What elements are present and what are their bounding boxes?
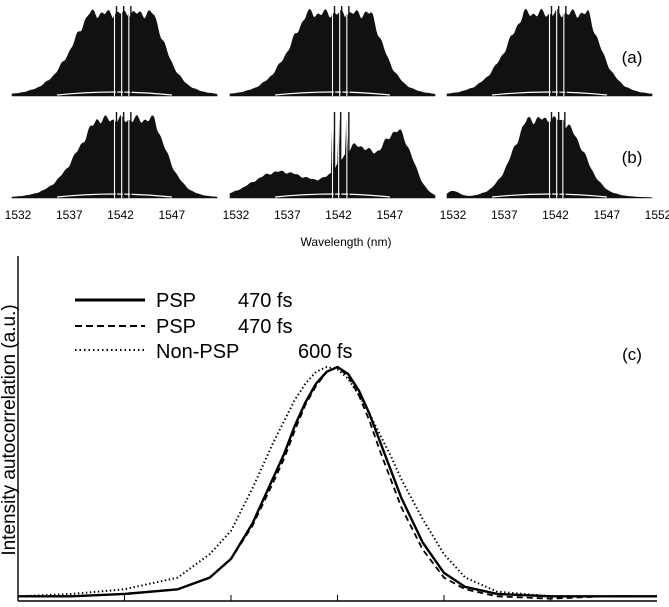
wavelength-tick-labels: 1532 1537 1542 1547 1532 1537 1542 1547 1532 1537…	[5, 208, 669, 222]
spectra-row-a	[11, 6, 653, 97]
c-axis-ticks	[124, 595, 551, 601]
wavelength-tick-label: 1532	[5, 208, 32, 222]
autocorrelation-plot	[17, 256, 657, 602]
legend-name-1: PSP	[156, 290, 196, 312]
series-line-solid	[18, 365, 657, 598]
c-series-lines	[17, 365, 657, 600]
panel-label-a: (a)	[622, 48, 643, 67]
wavelength-tick-label: 1542	[542, 208, 569, 222]
wavelength-tick-label: 1537	[274, 208, 301, 222]
series-line-dotted	[17, 366, 657, 598]
wavelength-tick-label: 1537	[491, 208, 518, 222]
wavelength-tick-label: 1542	[107, 208, 134, 222]
y-axis-label: Intensity autocorrelation (a.u.)	[0, 304, 20, 555]
wavelength-tick-label: 1537	[56, 208, 83, 222]
wavelength-tick-label: 1542	[325, 208, 352, 222]
wavelength-tick-label: 1547	[158, 208, 185, 222]
wavelength-tick-label: 1532	[440, 208, 467, 222]
wavelength-tick-label: 1547	[593, 208, 620, 222]
panel-label-b: (b)	[622, 148, 643, 167]
legend-value-1: 470 fs	[238, 290, 292, 312]
wavelength-tick-label: 1547	[376, 208, 403, 222]
spectra-row-b	[11, 112, 653, 199]
legend-value-2: 470 fs	[238, 316, 292, 338]
legend-name-3: Non-PSP	[156, 341, 239, 363]
wavelength-tick-label: 1532	[223, 208, 250, 222]
legend: PSP 470 fs PSP 470 fs Non-PSP 600 fs	[75, 290, 352, 363]
legend-value-3: 600 fs	[298, 341, 352, 363]
wavelength-tick-label: 1552	[645, 208, 669, 222]
legend-name-2: PSP	[156, 316, 196, 338]
panel-label-c: (c)	[622, 345, 642, 364]
x-axis-label: Wavelength (nm)	[301, 235, 392, 249]
series-line-dashed	[18, 366, 657, 600]
